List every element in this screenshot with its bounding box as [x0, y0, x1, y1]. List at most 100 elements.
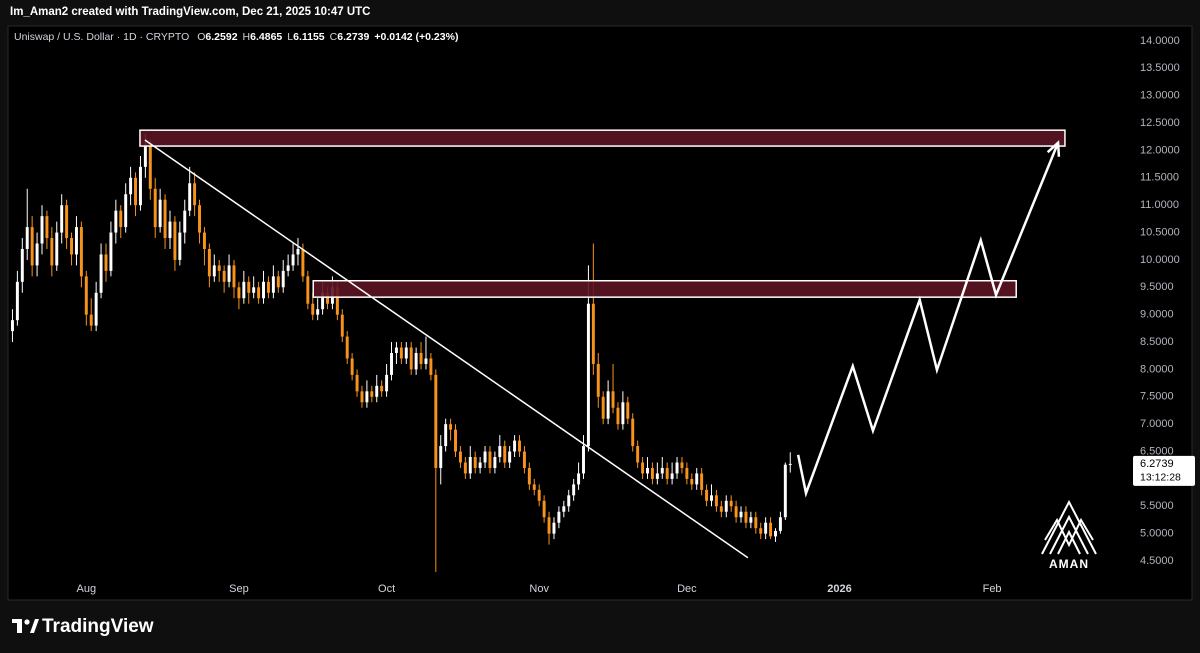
- candle-body: [163, 199, 167, 239]
- candle-body: [478, 462, 482, 468]
- candle-body: [153, 188, 157, 228]
- candle-body: [252, 287, 256, 293]
- current-price: 6.2739: [1140, 458, 1174, 470]
- y-tick-label: 7.5000: [1140, 391, 1174, 403]
- candle-body: [670, 473, 674, 479]
- candle-body: [754, 517, 758, 529]
- candle-body: [207, 248, 211, 277]
- y-tick-label: 9.5000: [1140, 281, 1174, 293]
- candle-body: [449, 424, 453, 430]
- candle-body: [650, 467, 654, 479]
- y-tick-label: 4.5000: [1140, 555, 1174, 567]
- candle-body: [10, 320, 14, 332]
- candle-body: [582, 446, 585, 474]
- footer-brand: TradingView: [42, 616, 154, 637]
- candle-body: [458, 451, 462, 463]
- candle-body: [419, 352, 423, 364]
- logo-part: [24, 619, 30, 625]
- candle-body: [109, 232, 113, 271]
- candle-body: [394, 347, 398, 353]
- candle-body: [488, 451, 492, 468]
- candle-body: [774, 530, 777, 537]
- candle-body: [257, 287, 261, 299]
- candle-body: [631, 418, 635, 447]
- candle-body: [217, 265, 221, 271]
- candle-body: [665, 467, 669, 479]
- candle-body: [198, 205, 202, 233]
- candle-body: [227, 265, 231, 282]
- y-tick-label: 13.5000: [1140, 62, 1180, 74]
- candle-body: [414, 352, 418, 370]
- candle-body: [138, 166, 142, 206]
- logo-peak: [1044, 517, 1094, 548]
- candle-body: [621, 402, 625, 425]
- candle-body: [783, 464, 787, 518]
- candle-body: [321, 292, 325, 310]
- candle-body: [567, 495, 571, 507]
- change: +0.0142 (+0.23%): [374, 31, 458, 43]
- ohlc-value: 6.2592: [205, 31, 237, 43]
- candle-body: [606, 391, 610, 419]
- candle-body: [685, 467, 689, 479]
- candle-body: [759, 528, 763, 534]
- candle-body: [429, 358, 433, 375]
- ohlc-label: O: [197, 31, 205, 43]
- watermark-logo: [1041, 499, 1097, 555]
- candle-body: [680, 462, 684, 468]
- candle-body: [788, 463, 792, 465]
- y-tick-label: 8.5000: [1140, 336, 1174, 348]
- candle-body: [178, 232, 182, 260]
- candle-body: [611, 391, 615, 408]
- candle-body: [641, 462, 645, 474]
- candle-body: [655, 473, 659, 479]
- candle-body: [719, 506, 723, 512]
- candle-body: [119, 210, 123, 228]
- header: Im_Aman2 created with TradingView.com, D…: [10, 6, 370, 18]
- candle-body: [242, 281, 246, 299]
- tradingview-logo: [12, 619, 39, 633]
- x-tick-label: Aug: [77, 583, 97, 595]
- candle-body: [764, 522, 768, 534]
- candle-body: [434, 374, 438, 468]
- candle-body: [183, 210, 187, 233]
- candle-body: [390, 352, 393, 375]
- logo-part: [30, 619, 39, 633]
- watermark-text: AMAN: [1049, 557, 1089, 571]
- y-tick-label: 6.5000: [1140, 445, 1174, 457]
- candle-body: [493, 457, 497, 468]
- candle-body: [158, 199, 162, 228]
- candle-body: [168, 221, 172, 239]
- ohlc-label: C: [330, 31, 338, 43]
- candle-body: [143, 144, 147, 167]
- candle-body: [513, 440, 517, 452]
- candle-body: [212, 265, 216, 277]
- logo-peak: [1049, 514, 1089, 555]
- y-tick-label: 12.5000: [1140, 117, 1180, 129]
- candle-body: [79, 227, 83, 277]
- ohlc-value: 6.1155: [293, 31, 325, 43]
- candle-body: [202, 232, 206, 249]
- candle-body: [173, 221, 177, 260]
- candle-body: [129, 177, 133, 195]
- candle-body: [503, 446, 507, 463]
- candle-body: [40, 216, 44, 244]
- candle-body: [409, 347, 413, 370]
- y-tick-label: 11.0000: [1140, 199, 1179, 211]
- y-tick-label: 5.5000: [1140, 500, 1174, 512]
- candle-body: [360, 391, 364, 403]
- candle-body: [616, 407, 620, 425]
- candle-body: [340, 314, 344, 337]
- candle-body: [84, 276, 88, 315]
- candle-body: [646, 467, 649, 474]
- candle-body: [50, 238, 54, 266]
- x-tick-label: Sep: [229, 583, 249, 595]
- candle-body: [424, 358, 428, 364]
- candle-body: [710, 495, 713, 501]
- candle-body: [744, 511, 748, 523]
- candle-body: [306, 276, 310, 304]
- candle-body: [454, 429, 457, 452]
- candle-body: [94, 292, 98, 326]
- candle-body: [60, 205, 64, 233]
- candle-body: [739, 511, 743, 518]
- candle-body: [247, 281, 251, 293]
